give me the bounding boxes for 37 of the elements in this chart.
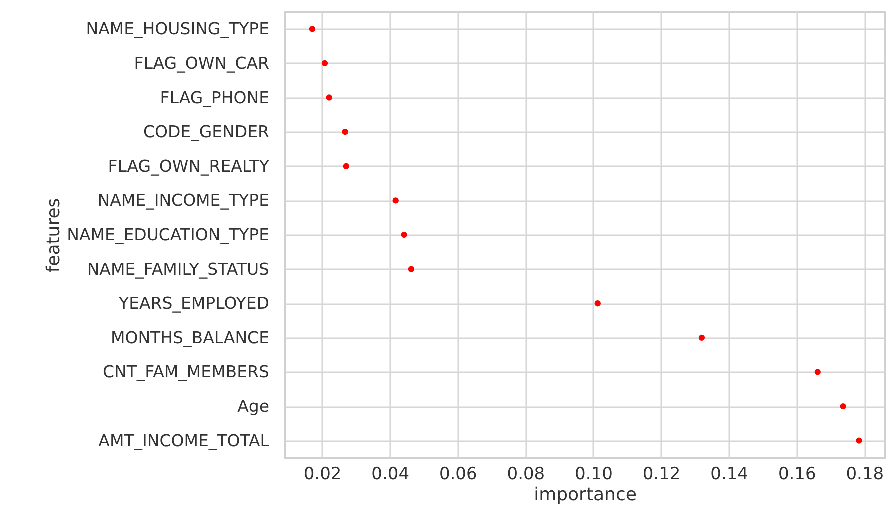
y-tick-label: FLAG_OWN_CAR <box>134 54 270 73</box>
x-tick-label: 0.08 <box>507 464 546 484</box>
point <box>698 334 706 341</box>
x-tick-label: 0.02 <box>304 464 342 484</box>
point <box>856 438 862 444</box>
y-tick-label: Age <box>238 397 270 416</box>
x-tick-label: 0.18 <box>846 464 884 484</box>
y-tick-label: NAME_INCOME_TYPE <box>98 191 270 210</box>
y-tick-label: FLAG_OWN_REALTY <box>108 156 270 176</box>
y-tick-label: FLAG_PHONE <box>160 88 270 108</box>
y-axis-title: features <box>44 198 64 273</box>
y-tick-label: AMT_INCOME_TOTAL <box>98 431 270 450</box>
point <box>342 129 348 136</box>
point <box>814 369 821 376</box>
y-tick-label: NAME_HOUSING_TYPE <box>86 20 270 39</box>
point <box>408 266 415 272</box>
point <box>326 94 332 101</box>
point <box>392 198 399 204</box>
x-tick-label: 0.12 <box>642 464 681 484</box>
point <box>401 232 408 238</box>
point <box>840 403 846 410</box>
point <box>322 60 328 67</box>
point <box>343 163 350 170</box>
y-tick-label: CODE_GENDER <box>143 122 270 142</box>
x-tick-label: 0.10 <box>575 464 613 484</box>
y-tick-label: CNT_FAM_MEMBERS <box>102 362 270 382</box>
x-axis-title: importance <box>534 484 637 506</box>
x-tick-label: 0.14 <box>710 464 748 484</box>
y-tick-label: MONTHS_BALANCE <box>110 328 270 348</box>
x-tick-label: 0.16 <box>778 464 816 484</box>
point <box>309 26 316 32</box>
x-tick-label: 0.04 <box>372 464 410 484</box>
y-tick-label: NAME_EDUCATION_TYPE <box>67 226 270 244</box>
y-tick-label: YEARS_EMPLOYED <box>118 294 270 314</box>
point <box>594 300 601 307</box>
x-tick-label: 0.06 <box>439 464 478 484</box>
y-tick-label: NAME_FAMILY_STATUS <box>87 260 270 279</box>
